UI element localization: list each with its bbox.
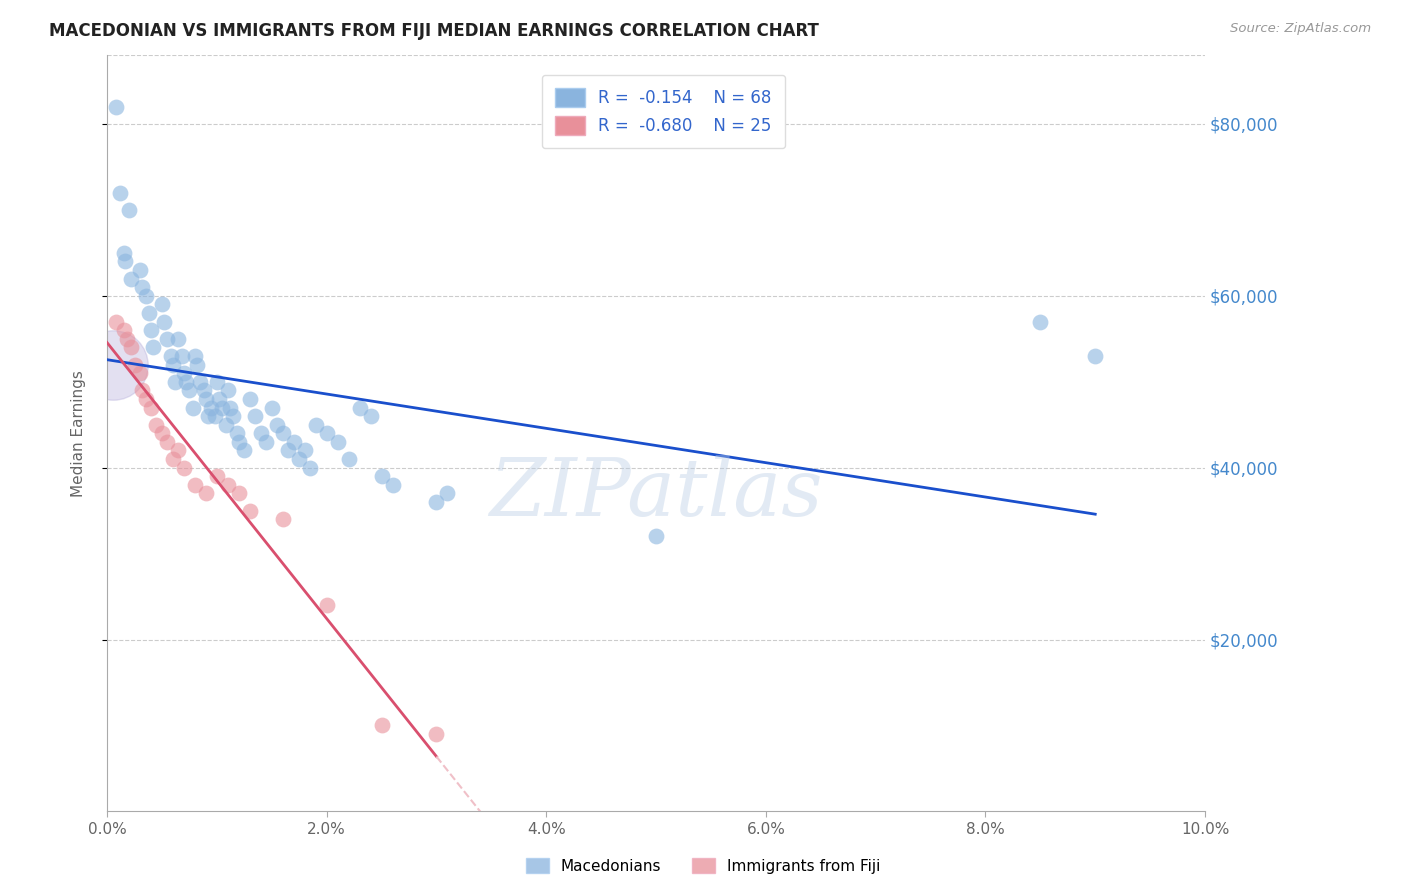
Point	[294, 443, 316, 458]
Point	[104, 314, 127, 328]
Point	[337, 452, 360, 467]
Point	[425, 495, 447, 509]
Point	[349, 401, 371, 415]
Point	[134, 392, 156, 406]
Point	[1084, 349, 1107, 363]
Point	[222, 409, 245, 423]
Point	[110, 186, 132, 200]
Point	[305, 417, 328, 432]
Point	[214, 417, 236, 432]
Point	[1029, 314, 1052, 328]
Point	[205, 469, 228, 483]
Point	[181, 401, 204, 415]
Point	[173, 460, 195, 475]
Point	[370, 718, 392, 732]
Point	[134, 289, 156, 303]
Point	[186, 358, 208, 372]
Point	[156, 332, 179, 346]
Point	[277, 443, 299, 458]
Point	[139, 323, 162, 337]
Point	[104, 100, 127, 114]
Point	[211, 401, 233, 415]
Point	[217, 478, 239, 492]
Point	[190, 375, 212, 389]
Point	[115, 332, 138, 346]
Y-axis label: Median Earnings: Median Earnings	[72, 370, 86, 497]
Point	[156, 434, 179, 449]
Point	[425, 727, 447, 741]
Point	[150, 297, 173, 311]
Point	[142, 340, 165, 354]
Point	[194, 392, 217, 406]
Point	[131, 384, 153, 398]
Point	[283, 434, 305, 449]
Point	[184, 349, 207, 363]
Point	[360, 409, 382, 423]
Point	[249, 426, 271, 441]
Text: ZIPatlas: ZIPatlas	[489, 455, 823, 533]
Point	[254, 434, 277, 449]
Point	[131, 280, 153, 294]
Point	[112, 245, 135, 260]
Point	[381, 478, 404, 492]
Point	[228, 486, 250, 500]
Point	[120, 271, 142, 285]
Point	[124, 358, 146, 372]
Point	[219, 401, 242, 415]
Point	[645, 529, 668, 543]
Point	[174, 375, 197, 389]
Point	[150, 426, 173, 441]
Point	[165, 375, 187, 389]
Point	[162, 358, 184, 372]
Point	[153, 314, 176, 328]
Point	[370, 469, 392, 483]
Point	[315, 426, 337, 441]
Point	[184, 478, 207, 492]
Point	[205, 375, 228, 389]
Point	[173, 366, 195, 380]
Point	[159, 349, 181, 363]
Point	[179, 384, 201, 398]
Point	[299, 460, 322, 475]
Point	[239, 392, 262, 406]
Point	[266, 417, 288, 432]
Point	[138, 306, 160, 320]
Point	[204, 409, 226, 423]
Point	[225, 426, 247, 441]
Point	[288, 452, 311, 467]
Point	[170, 349, 193, 363]
Point	[217, 384, 239, 398]
Point	[112, 323, 135, 337]
Point	[167, 443, 190, 458]
Point	[245, 409, 267, 423]
Point	[193, 384, 215, 398]
Point	[145, 417, 167, 432]
Point	[326, 434, 349, 449]
Point	[114, 254, 136, 268]
Point	[194, 486, 217, 500]
Point	[271, 512, 294, 526]
Point	[101, 358, 124, 372]
Point	[118, 202, 141, 217]
Point	[120, 340, 142, 354]
Point	[129, 263, 152, 277]
Point	[260, 401, 283, 415]
Point	[233, 443, 256, 458]
Point	[162, 452, 184, 467]
Point	[129, 366, 152, 380]
Point	[315, 598, 337, 612]
Text: MACEDONIAN VS IMMIGRANTS FROM FIJI MEDIAN EARNINGS CORRELATION CHART: MACEDONIAN VS IMMIGRANTS FROM FIJI MEDIA…	[49, 22, 820, 40]
Point	[436, 486, 458, 500]
Point	[208, 392, 231, 406]
Text: Source: ZipAtlas.com: Source: ZipAtlas.com	[1230, 22, 1371, 36]
Legend: Macedonians, Immigrants from Fiji: Macedonians, Immigrants from Fiji	[520, 852, 886, 880]
Legend: R =  -0.154    N = 68, R =  -0.680    N = 25: R = -0.154 N = 68, R = -0.680 N = 25	[541, 75, 785, 148]
Point	[139, 401, 162, 415]
Point	[271, 426, 294, 441]
Point	[197, 409, 219, 423]
Point	[167, 332, 190, 346]
Point	[228, 434, 250, 449]
Point	[239, 503, 262, 517]
Point	[200, 401, 222, 415]
